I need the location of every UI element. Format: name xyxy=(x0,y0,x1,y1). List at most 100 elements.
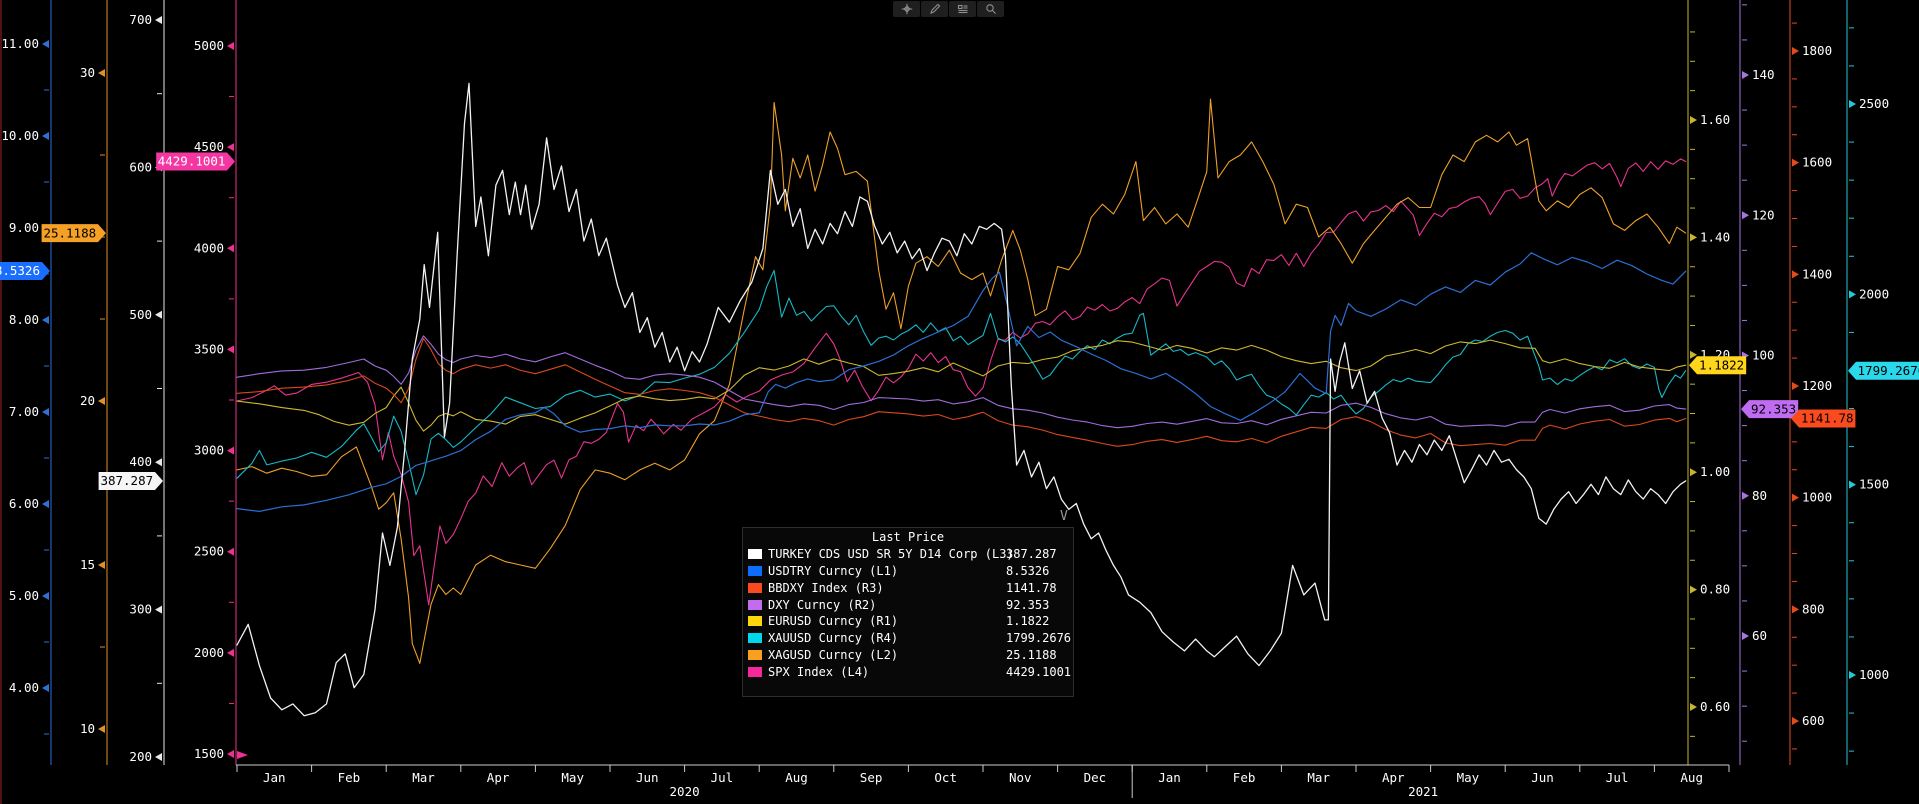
tick-arrow-icon xyxy=(1849,100,1856,108)
tick-arrow-icon xyxy=(1742,632,1749,640)
legend-swatch-icon xyxy=(748,650,762,661)
month-label: Nov xyxy=(1009,770,1032,785)
legend-swatch-icon xyxy=(748,565,762,576)
axis-tick-label: 600 xyxy=(129,159,152,174)
legend-value: 1141.78 xyxy=(1006,580,1057,595)
tick-arrow-icon xyxy=(1690,350,1697,359)
axis-tick-label: 10 xyxy=(80,721,95,736)
annotate-button[interactable] xyxy=(921,1,948,17)
tick-arrow-icon xyxy=(1690,703,1697,711)
svg-text:387.287: 387.287 xyxy=(100,473,153,488)
last-price-badge-L4: 4429.1001 xyxy=(156,152,235,171)
tick-arrow-icon xyxy=(155,605,162,614)
svg-text:92.353: 92.353 xyxy=(1751,401,1796,416)
axis-L2[interactable]: 30 20 15 10 xyxy=(80,0,108,765)
axis-L1[interactable]: 11.00 10.00 9.00 8.00 7.00 6.00 5.00 4.00 xyxy=(1,0,52,765)
series-line-L4 xyxy=(236,158,1687,606)
tick-arrow-icon xyxy=(98,725,105,733)
axis-tick-label: 1800 xyxy=(1802,43,1832,58)
last-price-badge-R2: 92.353 xyxy=(1741,400,1799,419)
legend-row[interactable]: DXY Curncy (R2) 92.353 xyxy=(743,597,1073,614)
axis-R4[interactable]: 2500 2000 1500 1000 xyxy=(1846,0,1889,765)
axis-tick-label: 5000 xyxy=(194,38,224,53)
svg-text:4429.1001: 4429.1001 xyxy=(158,154,226,169)
tick-arrow-icon xyxy=(227,446,234,455)
tick-arrow-icon xyxy=(227,42,234,50)
axis-L3[interactable]: 700 600 500 400 300 200 xyxy=(129,0,165,765)
legend-swatch-icon xyxy=(748,616,762,627)
axis-tick-label: 400 xyxy=(129,454,152,469)
legend-row[interactable]: TURKEY CDS USD SR 5Y D14 Corp (L3) 387.28… xyxy=(743,546,1073,563)
tick-arrow-icon xyxy=(1792,158,1799,167)
crosshair-icon xyxy=(901,3,912,15)
svg-text:1799.2676: 1799.2676 xyxy=(1858,363,1919,378)
axis-tick-label: 1.00 xyxy=(1700,464,1730,479)
legend-label: SPX Index (L4) xyxy=(768,665,870,680)
axis-tick-label: 200 xyxy=(129,749,152,764)
axis-R3[interactable]: 1800 1600 1400 1200 1000 800 600 xyxy=(1789,0,1832,765)
tick-arrow-icon xyxy=(155,458,162,467)
year-label: 2021 xyxy=(1408,784,1438,799)
month-label: May xyxy=(1457,770,1480,785)
legend-rows: TURKEY CDS USD SR 5Y D14 Corp (L3) 387.28… xyxy=(743,546,1073,681)
legend-row[interactable]: BBDXY Index (R3) 1141.78 xyxy=(743,580,1073,597)
axis-tick-label: 4500 xyxy=(194,139,224,154)
axis-end-flag-icon xyxy=(237,751,248,759)
tick-arrow-icon xyxy=(42,40,49,48)
legend-row[interactable]: XAGUSD Curncy (L2) 25.1188 xyxy=(743,647,1073,664)
axis-R2[interactable]: 140 120 100 80 60 xyxy=(1739,0,1775,765)
axis-tick-label: 1000 xyxy=(1802,490,1832,505)
axis-tick-label: 2500 xyxy=(1859,96,1889,111)
x-axis[interactable]: Jan Feb Mar Apr May Jun Jul Aug Sep Oct Nov Dec Jan F… xyxy=(236,751,1730,799)
axis-tick-label: 600 xyxy=(1802,713,1825,728)
axis-tick-label: 20 xyxy=(80,393,95,408)
axis-tick-label: 3500 xyxy=(194,341,224,356)
tick-arrow-icon xyxy=(1792,270,1799,279)
axis-tick-label: 8.00 xyxy=(9,312,39,327)
tick-arrow-icon xyxy=(1690,116,1697,124)
tick-arrow-icon xyxy=(1742,491,1749,500)
axis-L4[interactable]: 5000 4500 4000 3500 3000 2500 2000 1500 xyxy=(194,0,237,765)
tick-arrow-icon xyxy=(1690,468,1697,477)
legend-label: BBDXY Index (R3) xyxy=(768,580,884,595)
zoom-button[interactable] xyxy=(977,1,1004,17)
legend-row[interactable]: SPX Index (L4) 4429.1001 xyxy=(743,664,1073,681)
tick-arrow-icon xyxy=(227,750,234,758)
tick-arrow-icon xyxy=(227,648,234,657)
axis-tick-label: 11.00 xyxy=(1,36,39,51)
legend-value: 8.5326 xyxy=(1006,563,1050,578)
legend-label: XAGUSD Curncy (L2) xyxy=(768,648,899,663)
legend-swatch-icon xyxy=(748,599,762,610)
axis-tick-label: 300 xyxy=(129,602,152,617)
axis-R1[interactable]: 1.601.401.201.000.800.60 xyxy=(1687,0,1730,765)
last-price-badge-R1: 1.1822 xyxy=(1689,356,1747,375)
crosshair-button[interactable] xyxy=(893,1,920,17)
axis-tick-label: 10.00 xyxy=(1,128,39,143)
month-label: Aug xyxy=(1680,770,1703,785)
month-label: Feb xyxy=(338,770,361,785)
legend-row[interactable]: EURUSD Curncy (R1) 1.1822 xyxy=(743,613,1073,630)
series-line-L3 xyxy=(236,82,1687,717)
svg-text:25.1188: 25.1188 xyxy=(43,225,96,240)
last-price-badge-R4: 1799.2676 xyxy=(1848,361,1919,380)
tick-arrow-icon xyxy=(1792,493,1799,502)
month-label: Jan xyxy=(263,770,286,785)
legend-row[interactable]: XAUUSD Curncy (R4) 1799.2676 xyxy=(743,630,1073,647)
chevron-down-icon[interactable]: V xyxy=(1060,509,1068,524)
month-label: May xyxy=(561,770,584,785)
axis-tick-label: 2500 xyxy=(194,544,224,559)
month-label: Feb xyxy=(1233,770,1256,785)
axis-tick-label: 1500 xyxy=(194,746,224,761)
legend-title: Last Price xyxy=(871,530,945,544)
news-button[interactable] xyxy=(949,1,976,17)
tick-arrow-icon xyxy=(1690,233,1697,242)
legend-row[interactable]: USDTRY Curncy (L1) 8.5326 xyxy=(743,563,1073,580)
legend-swatch-icon xyxy=(748,633,762,644)
axis-tick-label: 3000 xyxy=(194,443,224,458)
legend-swatch-icon xyxy=(748,582,762,593)
svg-text:1141.78: 1141.78 xyxy=(1801,411,1854,426)
axis-tick-label: 0.60 xyxy=(1700,699,1730,714)
legend-swatch-icon xyxy=(748,548,762,559)
legend-box[interactable]: Last Price TURKEY CDS USD SR 5Y D14 Corp… xyxy=(742,527,1074,697)
